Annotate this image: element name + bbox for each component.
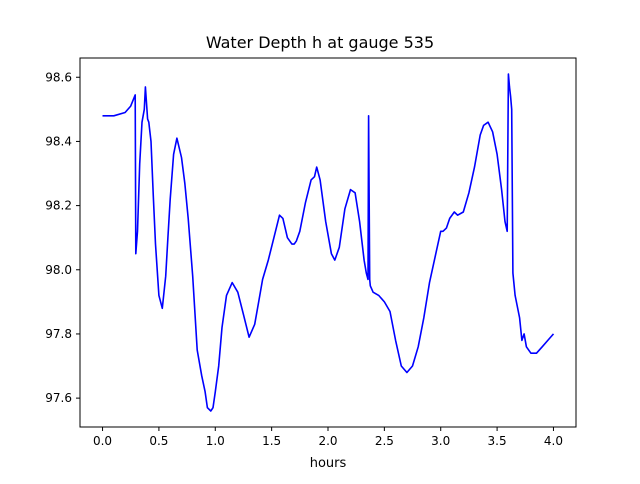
x-tick-label: 4.0 bbox=[544, 434, 563, 448]
x-tick-label: 2.0 bbox=[318, 434, 337, 448]
chart-title: Water Depth h at gauge 535 bbox=[206, 33, 434, 52]
x-tick-label: 0.5 bbox=[149, 434, 168, 448]
y-tick-label: 97.8 bbox=[45, 327, 72, 341]
y-tick-label: 98.4 bbox=[45, 134, 72, 148]
x-tick-label: 1.0 bbox=[206, 434, 225, 448]
plot-frame bbox=[79, 57, 577, 428]
x-tick-label: 3.5 bbox=[488, 434, 507, 448]
plot-area bbox=[80, 58, 576, 427]
y-tick-label: 98.6 bbox=[45, 70, 72, 84]
x-axis-label: hours bbox=[310, 456, 347, 471]
y-tick-label: 98.2 bbox=[45, 199, 72, 213]
x-tick-label: 3.0 bbox=[431, 434, 450, 448]
x-tick-label: 0.0 bbox=[93, 434, 112, 448]
x-axis-ticks: 0.0 0.5 1.0 1.5 2.0 2.5 3.0 3.5 4.0 bbox=[93, 427, 563, 448]
y-tick-label: 98.0 bbox=[45, 263, 72, 277]
y-tick-label: 97.6 bbox=[45, 391, 72, 405]
water-depth-line bbox=[102, 73, 555, 412]
y-axis-ticks: 97.6 97.8 98.0 98.2 98.4 98.6 bbox=[45, 70, 80, 405]
x-tick-label: 1.5 bbox=[262, 434, 281, 448]
x-tick-label: 2.5 bbox=[375, 434, 394, 448]
